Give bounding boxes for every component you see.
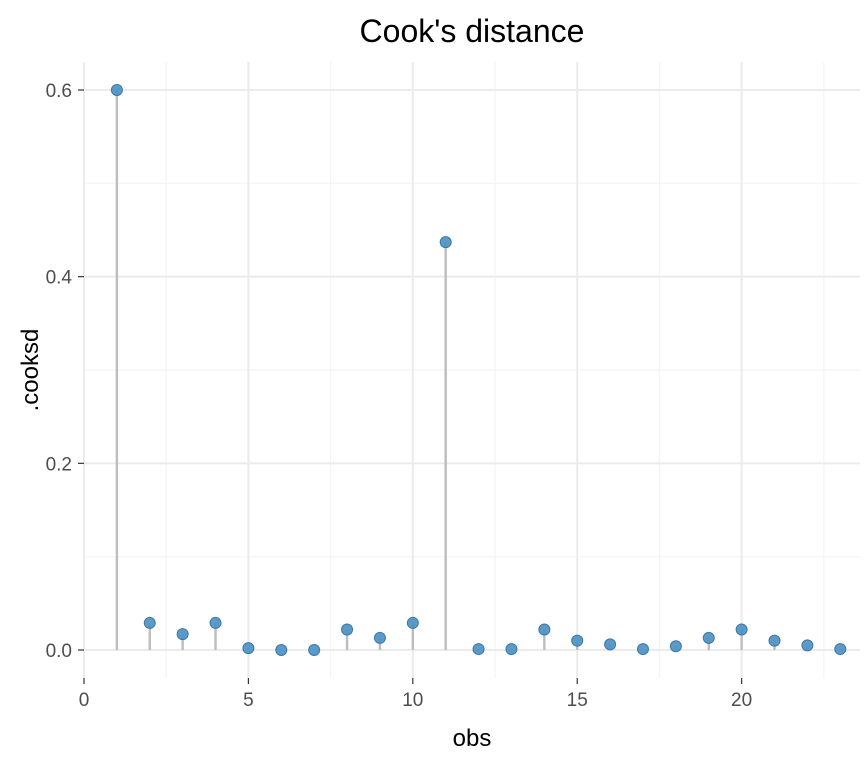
point-obs-4 (209, 616, 222, 629)
y-tick-label: 0.6 (46, 81, 72, 102)
y-tick-label: 0.4 (46, 268, 73, 289)
point-obs-7 (308, 644, 321, 656)
point-obs-5 (242, 642, 255, 655)
y-tick-label: 0.2 (46, 454, 72, 475)
point-obs-3 (176, 628, 189, 641)
point-obs-13 (505, 643, 518, 656)
point-obs-18 (669, 640, 682, 653)
axes: 0 5 10 15 20 0.0 0.2 0.4 0.6 (46, 81, 753, 711)
point-obs-21 (768, 634, 781, 647)
points (110, 84, 847, 656)
point-obs-12 (472, 643, 485, 656)
grid-lines (83, 62, 860, 678)
point-obs-17 (636, 643, 649, 656)
point-obs-1 (110, 84, 123, 96)
point-obs-9 (373, 631, 386, 644)
point-obs-19 (702, 631, 715, 644)
point-obs-22 (801, 639, 814, 652)
point-obs-6 (275, 644, 288, 656)
y-tick-label: 0.0 (46, 641, 72, 662)
point-obs-2 (143, 616, 156, 629)
point-obs-10 (406, 616, 419, 629)
x-tick-label: 20 (731, 690, 752, 711)
point-obs-11 (439, 236, 452, 249)
x-tick-label: 10 (402, 690, 423, 711)
x-tick-label: 0 (79, 690, 90, 711)
y-axis-title: .cooksd (17, 329, 44, 412)
point-obs-8 (341, 623, 354, 636)
chart-title: Cook's distance (360, 13, 585, 49)
point-obs-23 (834, 643, 847, 656)
x-tick-label: 5 (243, 690, 254, 711)
point-obs-14 (538, 623, 551, 636)
point-obs-20 (735, 623, 748, 636)
x-axis-title: obs (453, 725, 492, 752)
point-obs-15 (571, 634, 584, 647)
point-obs-16 (604, 638, 617, 651)
x-tick-label: 15 (567, 690, 588, 711)
